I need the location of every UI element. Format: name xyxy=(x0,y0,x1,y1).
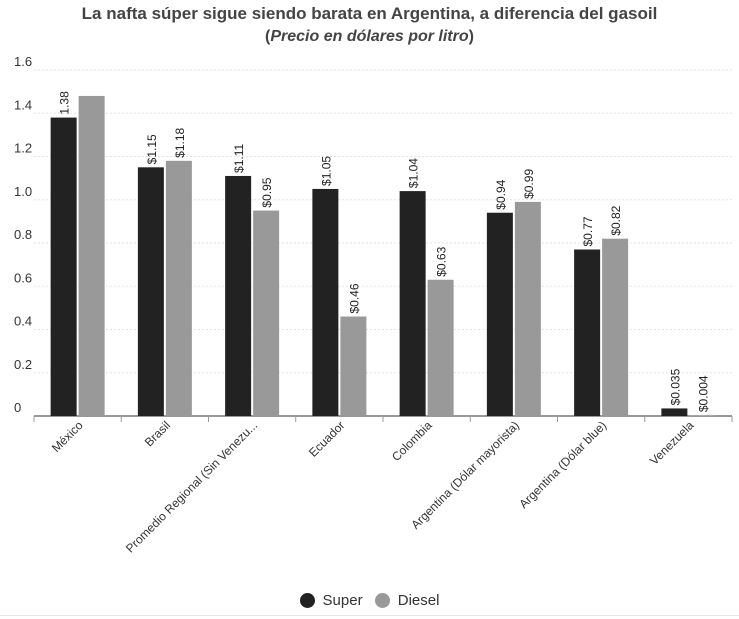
bar-super xyxy=(50,117,77,416)
legend-item-diesel[interactable]: Diesel xyxy=(374,592,440,609)
legend-swatch-super xyxy=(299,593,315,608)
bottom-divider xyxy=(0,615,739,616)
data-label: $1.04 xyxy=(407,158,421,188)
y-tick-label: 1.0 xyxy=(14,184,32,199)
x-tick-label: Brasil xyxy=(142,418,173,449)
y-tick-label: 1.2 xyxy=(14,141,32,156)
x-tick-label: Argentina (Dólar blue) xyxy=(516,418,609,511)
data-label: $0.95 xyxy=(260,177,274,207)
data-label: $1.05 xyxy=(319,156,333,186)
bar-diesel xyxy=(165,160,192,416)
data-label: $1.15 xyxy=(145,134,159,164)
x-tick-label: México xyxy=(49,418,86,455)
bar-diesel xyxy=(253,210,280,416)
data-label: 1.38 xyxy=(58,91,72,115)
bar-super xyxy=(312,188,339,416)
data-label: $0.99 xyxy=(522,169,536,199)
chart-title: La nafta súper sigue siendo barata en Ar… xyxy=(81,4,658,23)
y-tick-label: 0.6 xyxy=(14,270,32,285)
bar-diesel xyxy=(689,415,716,416)
bar-diesel xyxy=(514,201,541,416)
bar-super xyxy=(574,249,601,416)
bar-super xyxy=(661,408,688,416)
y-tick-label: 0.2 xyxy=(14,357,32,372)
bar-diesel xyxy=(340,316,367,416)
y-tick-label: 1.6 xyxy=(14,54,32,69)
data-label: $0.004 xyxy=(696,375,710,412)
bar-diesel xyxy=(602,238,629,416)
data-label: $0.46 xyxy=(347,283,361,313)
x-tick-label: Venezuela xyxy=(647,418,697,468)
subtitle-close-paren: ) xyxy=(468,28,474,45)
subtitle-open-paren: ( xyxy=(265,28,271,45)
y-tick-label: 0 xyxy=(14,400,21,415)
bar-diesel xyxy=(427,279,454,416)
data-label: $1.18 xyxy=(173,127,187,157)
x-tick-label: Colombia xyxy=(389,418,435,464)
bar-super xyxy=(486,212,513,416)
data-label: $0.63 xyxy=(435,246,449,276)
legend-swatch-diesel xyxy=(374,593,390,608)
legend-label-super: Super xyxy=(322,592,363,609)
subtitle-text: Precio en dólares por litro xyxy=(270,28,469,45)
y-tick-label: 0.8 xyxy=(14,227,32,242)
legend: Super Diesel xyxy=(0,592,739,612)
bar-super xyxy=(137,167,164,416)
y-tick-label: 0.4 xyxy=(14,314,32,329)
bar-super xyxy=(225,175,252,416)
data-label: $0.035 xyxy=(668,368,682,405)
bar-super xyxy=(399,191,426,416)
legend-item-super[interactable]: Super xyxy=(299,592,363,609)
y-tick-label: 1.4 xyxy=(14,97,32,112)
x-tick-label: Ecuador xyxy=(306,418,348,460)
legend-label-diesel: Diesel xyxy=(397,592,440,609)
data-label: $0.77 xyxy=(581,216,595,246)
data-label: $1.11 xyxy=(232,143,246,172)
bar-diesel xyxy=(78,95,105,416)
chart-subtitle: (Precio en dólares por litro) xyxy=(0,28,739,46)
data-label: $0.94 xyxy=(494,179,508,209)
data-label: $0.82 xyxy=(609,205,623,235)
